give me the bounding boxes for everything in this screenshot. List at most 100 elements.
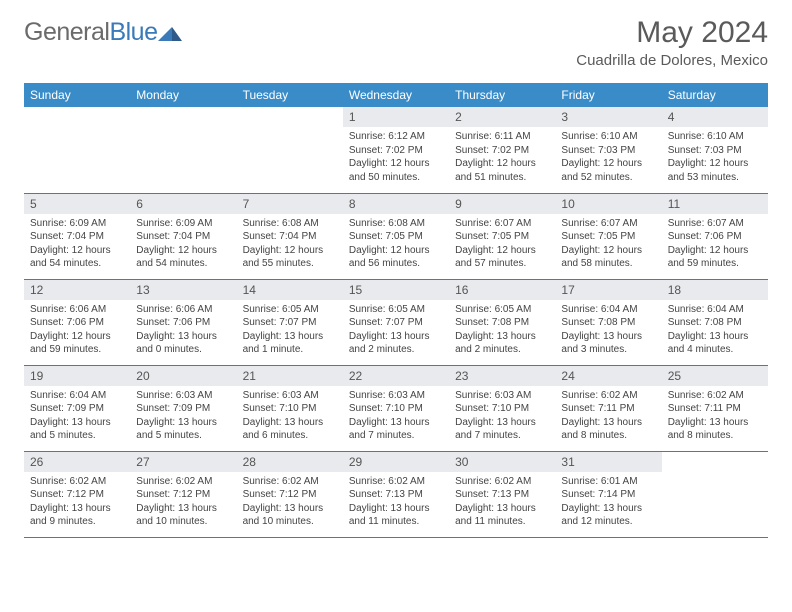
calendar-page: GeneralBlue May 2024 Cuadrilla de Dolore… [0, 0, 792, 556]
daylight-text: Daylight: 13 hours and 8 minutes. [561, 416, 655, 443]
day-details: Sunrise: 6:03 AMSunset: 7:09 PMDaylight:… [130, 386, 236, 447]
calendar-day-cell: 6Sunrise: 6:09 AMSunset: 7:04 PMDaylight… [130, 193, 236, 279]
sunrise-text: Sunrise: 6:02 AM [668, 389, 762, 403]
day-details: Sunrise: 6:02 AMSunset: 7:12 PMDaylight:… [237, 472, 343, 533]
calendar-day-cell: 4Sunrise: 6:10 AMSunset: 7:03 PMDaylight… [662, 107, 768, 193]
sunset-text: Sunset: 7:09 PM [30, 402, 124, 416]
calendar-day-cell: 15Sunrise: 6:05 AMSunset: 7:07 PMDayligh… [343, 279, 449, 365]
sunrise-text: Sunrise: 6:10 AM [561, 130, 655, 144]
day-number: 9 [449, 194, 555, 214]
header: GeneralBlue May 2024 Cuadrilla de Dolore… [24, 18, 768, 69]
day-details: Sunrise: 6:06 AMSunset: 7:06 PMDaylight:… [24, 300, 130, 361]
daylight-text: Daylight: 12 hours and 54 minutes. [136, 244, 230, 271]
weekday-header: Tuesday [237, 83, 343, 107]
location: Cuadrilla de Dolores, Mexico [576, 52, 768, 69]
sunrise-text: Sunrise: 6:03 AM [136, 389, 230, 403]
calendar-empty-cell [237, 107, 343, 193]
day-number: 24 [555, 366, 661, 386]
sunrise-text: Sunrise: 6:08 AM [243, 217, 337, 231]
daylight-text: Daylight: 13 hours and 11 minutes. [455, 502, 549, 529]
day-details: Sunrise: 6:05 AMSunset: 7:07 PMDaylight:… [343, 300, 449, 361]
calendar-day-cell: 18Sunrise: 6:04 AMSunset: 7:08 PMDayligh… [662, 279, 768, 365]
calendar-day-cell: 22Sunrise: 6:03 AMSunset: 7:10 PMDayligh… [343, 365, 449, 451]
calendar-day-cell: 29Sunrise: 6:02 AMSunset: 7:13 PMDayligh… [343, 451, 449, 537]
sunset-text: Sunset: 7:06 PM [136, 316, 230, 330]
day-number: 7 [237, 194, 343, 214]
sunrise-text: Sunrise: 6:02 AM [561, 389, 655, 403]
daylight-text: Daylight: 13 hours and 3 minutes. [561, 330, 655, 357]
sunrise-text: Sunrise: 6:09 AM [30, 217, 124, 231]
weekday-header: Saturday [662, 83, 768, 107]
day-number: 29 [343, 452, 449, 472]
day-details: Sunrise: 6:02 AMSunset: 7:12 PMDaylight:… [130, 472, 236, 533]
day-number: 12 [24, 280, 130, 300]
daylight-text: Daylight: 12 hours and 59 minutes. [30, 330, 124, 357]
sunset-text: Sunset: 7:10 PM [349, 402, 443, 416]
daylight-text: Daylight: 12 hours and 56 minutes. [349, 244, 443, 271]
sunrise-text: Sunrise: 6:11 AM [455, 130, 549, 144]
daylight-text: Daylight: 13 hours and 5 minutes. [136, 416, 230, 443]
day-details: Sunrise: 6:11 AMSunset: 7:02 PMDaylight:… [449, 127, 555, 188]
calendar-day-cell: 1Sunrise: 6:12 AMSunset: 7:02 PMDaylight… [343, 107, 449, 193]
calendar-day-cell: 30Sunrise: 6:02 AMSunset: 7:13 PMDayligh… [449, 451, 555, 537]
calendar-day-cell: 27Sunrise: 6:02 AMSunset: 7:12 PMDayligh… [130, 451, 236, 537]
calendar-head: SundayMondayTuesdayWednesdayThursdayFrid… [24, 83, 768, 107]
day-details: Sunrise: 6:02 AMSunset: 7:11 PMDaylight:… [662, 386, 768, 447]
daylight-text: Daylight: 12 hours and 59 minutes. [668, 244, 762, 271]
sunset-text: Sunset: 7:05 PM [349, 230, 443, 244]
calendar-day-cell: 31Sunrise: 6:01 AMSunset: 7:14 PMDayligh… [555, 451, 661, 537]
day-details: Sunrise: 6:04 AMSunset: 7:09 PMDaylight:… [24, 386, 130, 447]
calendar-empty-cell [662, 451, 768, 537]
sunrise-text: Sunrise: 6:02 AM [243, 475, 337, 489]
sunrise-text: Sunrise: 6:12 AM [349, 130, 443, 144]
sunrise-text: Sunrise: 6:06 AM [30, 303, 124, 317]
sunrise-text: Sunrise: 6:02 AM [30, 475, 124, 489]
calendar-day-cell: 3Sunrise: 6:10 AMSunset: 7:03 PMDaylight… [555, 107, 661, 193]
sunset-text: Sunset: 7:06 PM [30, 316, 124, 330]
sunset-text: Sunset: 7:10 PM [455, 402, 549, 416]
day-number: 13 [130, 280, 236, 300]
day-number: 1 [343, 107, 449, 127]
day-details: Sunrise: 6:02 AMSunset: 7:12 PMDaylight:… [24, 472, 130, 533]
calendar-day-cell: 28Sunrise: 6:02 AMSunset: 7:12 PMDayligh… [237, 451, 343, 537]
day-details: Sunrise: 6:08 AMSunset: 7:04 PMDaylight:… [237, 214, 343, 275]
daylight-text: Daylight: 13 hours and 11 minutes. [349, 502, 443, 529]
day-details: Sunrise: 6:10 AMSunset: 7:03 PMDaylight:… [555, 127, 661, 188]
sunrise-text: Sunrise: 6:04 AM [30, 389, 124, 403]
day-details: Sunrise: 6:06 AMSunset: 7:06 PMDaylight:… [130, 300, 236, 361]
sunset-text: Sunset: 7:08 PM [668, 316, 762, 330]
sunrise-text: Sunrise: 6:09 AM [136, 217, 230, 231]
day-number: 5 [24, 194, 130, 214]
daylight-text: Daylight: 13 hours and 7 minutes. [455, 416, 549, 443]
day-details: Sunrise: 6:05 AMSunset: 7:08 PMDaylight:… [449, 300, 555, 361]
sunrise-text: Sunrise: 6:02 AM [349, 475, 443, 489]
sunset-text: Sunset: 7:07 PM [349, 316, 443, 330]
daylight-text: Daylight: 12 hours and 53 minutes. [668, 157, 762, 184]
calendar-day-cell: 13Sunrise: 6:06 AMSunset: 7:06 PMDayligh… [130, 279, 236, 365]
calendar-day-cell: 24Sunrise: 6:02 AMSunset: 7:11 PMDayligh… [555, 365, 661, 451]
daylight-text: Daylight: 12 hours and 51 minutes. [455, 157, 549, 184]
sunset-text: Sunset: 7:04 PM [30, 230, 124, 244]
weekday-header: Wednesday [343, 83, 449, 107]
sunrise-text: Sunrise: 6:03 AM [455, 389, 549, 403]
calendar-week-row: 26Sunrise: 6:02 AMSunset: 7:12 PMDayligh… [24, 451, 768, 537]
calendar-day-cell: 16Sunrise: 6:05 AMSunset: 7:08 PMDayligh… [449, 279, 555, 365]
day-details: Sunrise: 6:04 AMSunset: 7:08 PMDaylight:… [555, 300, 661, 361]
logo-text-general: General [24, 18, 109, 46]
calendar-day-cell: 23Sunrise: 6:03 AMSunset: 7:10 PMDayligh… [449, 365, 555, 451]
sunset-text: Sunset: 7:09 PM [136, 402, 230, 416]
day-details: Sunrise: 6:07 AMSunset: 7:06 PMDaylight:… [662, 214, 768, 275]
day-number: 22 [343, 366, 449, 386]
calendar-week-row: 12Sunrise: 6:06 AMSunset: 7:06 PMDayligh… [24, 279, 768, 365]
sunset-text: Sunset: 7:10 PM [243, 402, 337, 416]
sunset-text: Sunset: 7:08 PM [455, 316, 549, 330]
calendar-day-cell: 10Sunrise: 6:07 AMSunset: 7:05 PMDayligh… [555, 193, 661, 279]
day-details: Sunrise: 6:07 AMSunset: 7:05 PMDaylight:… [555, 214, 661, 275]
daylight-text: Daylight: 13 hours and 10 minutes. [136, 502, 230, 529]
day-details: Sunrise: 6:02 AMSunset: 7:13 PMDaylight:… [343, 472, 449, 533]
sunset-text: Sunset: 7:05 PM [561, 230, 655, 244]
calendar-day-cell: 11Sunrise: 6:07 AMSunset: 7:06 PMDayligh… [662, 193, 768, 279]
weekday-header: Thursday [449, 83, 555, 107]
day-details: Sunrise: 6:05 AMSunset: 7:07 PMDaylight:… [237, 300, 343, 361]
calendar-day-cell: 26Sunrise: 6:02 AMSunset: 7:12 PMDayligh… [24, 451, 130, 537]
